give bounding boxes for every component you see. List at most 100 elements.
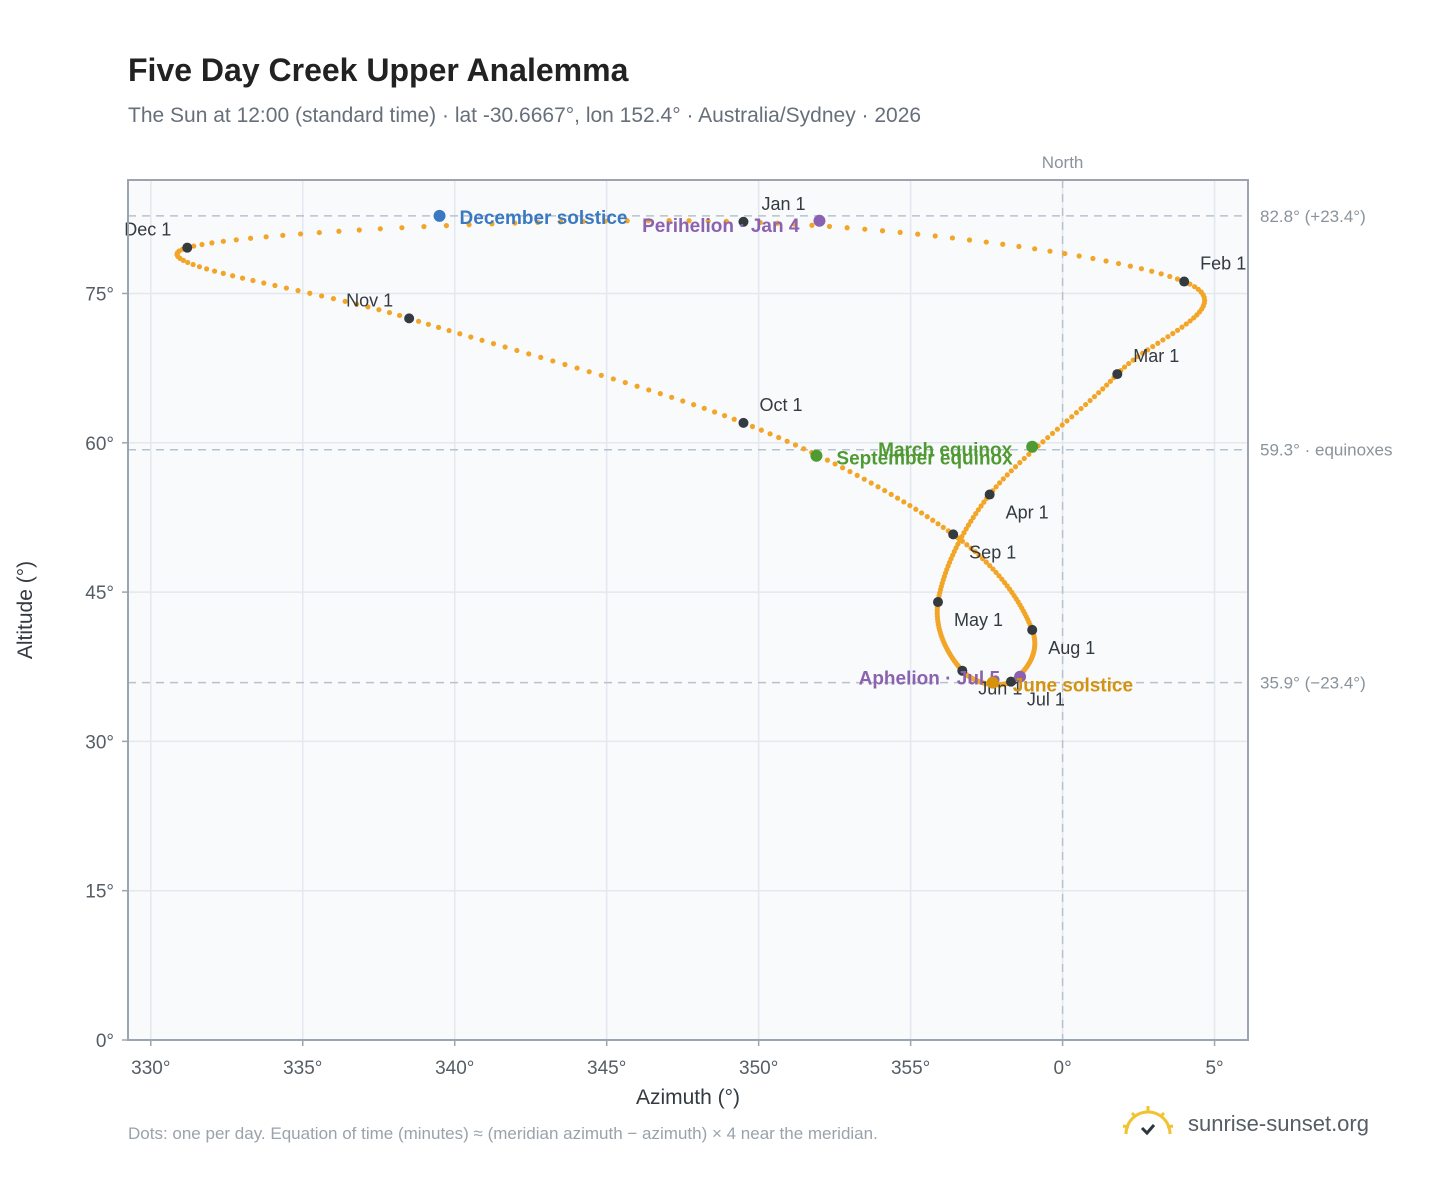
event-marker <box>986 676 999 689</box>
day-dot <box>1155 340 1161 346</box>
day-dot <box>966 237 973 243</box>
day-dot <box>1040 439 1046 445</box>
day-dot <box>425 321 432 327</box>
day-dot <box>1078 405 1084 412</box>
day-dot <box>847 468 853 475</box>
day-dot <box>792 442 799 448</box>
day-dot <box>862 226 868 232</box>
y-tick-label: 30° <box>85 732 114 753</box>
month-label: Dec 1 <box>124 220 171 240</box>
day-dot <box>980 556 986 562</box>
month-marker <box>1005 676 1016 687</box>
day-dot <box>705 218 711 224</box>
day-dot <box>949 235 956 241</box>
y-tick-label: 15° <box>85 882 114 903</box>
day-dot <box>1183 321 1189 327</box>
day-dot <box>1076 253 1082 259</box>
day-dot <box>1127 263 1133 269</box>
day-dot <box>657 391 663 397</box>
day-dot <box>721 413 728 419</box>
day-dot <box>964 542 970 548</box>
day-dot <box>399 225 405 231</box>
day-dot <box>191 243 197 249</box>
day-dot <box>913 506 919 512</box>
day-dot <box>776 434 782 441</box>
day-dot <box>1047 248 1053 254</box>
day-dot <box>854 472 860 478</box>
day-dot <box>1008 468 1014 474</box>
x-axis-title: Azimuth (°) <box>636 1086 740 1109</box>
day-dot <box>1145 347 1151 353</box>
day-dot <box>489 221 495 227</box>
day-dot <box>1160 337 1166 343</box>
brand-name: sunrise-sunset.org <box>1188 1111 1369 1136</box>
day-dot <box>1167 273 1173 280</box>
day-dot <box>354 301 360 307</box>
day-dot <box>930 517 936 523</box>
x-tick-label: 355° <box>891 1058 930 1079</box>
day-dot <box>901 499 907 505</box>
day-dot <box>1179 324 1185 330</box>
day-dot <box>490 341 497 347</box>
month-marker <box>957 665 968 676</box>
month-label: Oct 1 <box>759 395 802 415</box>
month-marker <box>1027 624 1038 635</box>
day-dot <box>868 480 874 486</box>
day-dot <box>365 304 371 310</box>
day-dot <box>701 405 707 411</box>
day-dot <box>686 218 692 224</box>
day-dot <box>1100 386 1106 392</box>
day-dot <box>356 227 362 233</box>
month-marker <box>984 489 995 500</box>
day-dot <box>272 282 278 289</box>
event-markers: December solstice Perihelion · Jan 4 March… <box>433 208 1133 697</box>
day-dot <box>610 376 616 382</box>
day-dot <box>970 514 976 521</box>
month-label: Jul 1 <box>1027 690 1065 710</box>
month-label: Nov 1 <box>346 290 393 310</box>
day-dot <box>680 398 686 404</box>
day-dot <box>443 223 449 229</box>
day-dot <box>261 280 267 286</box>
day-dot <box>646 387 652 393</box>
day-dot <box>897 229 903 235</box>
day-dot <box>376 307 382 313</box>
day-dot <box>997 480 1003 486</box>
day-dot <box>839 465 846 471</box>
day-dot <box>1191 284 1198 290</box>
reference-line-label: 82.8° (+23.4°) <box>1260 207 1366 226</box>
chart-subtitle: The Sun at 12:00 (standard time) · lat -… <box>128 104 922 127</box>
day-dot <box>918 510 925 516</box>
day-dot <box>983 239 989 245</box>
brand[interactable]: sunrise-sunset.org <box>1120 1102 1369 1146</box>
day-dot <box>757 219 763 226</box>
month-marker <box>1112 369 1123 380</box>
month-marker <box>738 417 749 428</box>
day-dot <box>915 231 921 237</box>
day-dot <box>580 218 586 225</box>
day-dot <box>981 499 987 505</box>
day-dot <box>809 222 815 228</box>
day-dot <box>968 545 974 551</box>
day-dot <box>550 358 556 364</box>
day-dot <box>209 240 215 246</box>
day-dot <box>586 369 592 375</box>
x-tick-label: 5° <box>1205 1058 1223 1079</box>
axes: 330° 335° 340° 345° 350° 355° 0° 5° 0° 15° 30° 45° 6… <box>14 179 1249 1109</box>
day-dot <box>557 219 564 225</box>
y-tick-label: 75° <box>85 284 114 305</box>
sun-logo-icon <box>1122 1106 1174 1136</box>
day-dot <box>1016 243 1022 250</box>
day-dot <box>784 438 790 444</box>
month-label: Mar 1 <box>1133 346 1179 366</box>
day-dot <box>342 298 348 304</box>
day-dot <box>622 379 628 386</box>
day-dot <box>645 218 652 224</box>
day-dot <box>185 259 191 266</box>
day-dot <box>1091 394 1098 400</box>
y-tick-label: 60° <box>85 434 114 455</box>
day-dot <box>512 220 518 226</box>
event-marker <box>1026 440 1039 453</box>
